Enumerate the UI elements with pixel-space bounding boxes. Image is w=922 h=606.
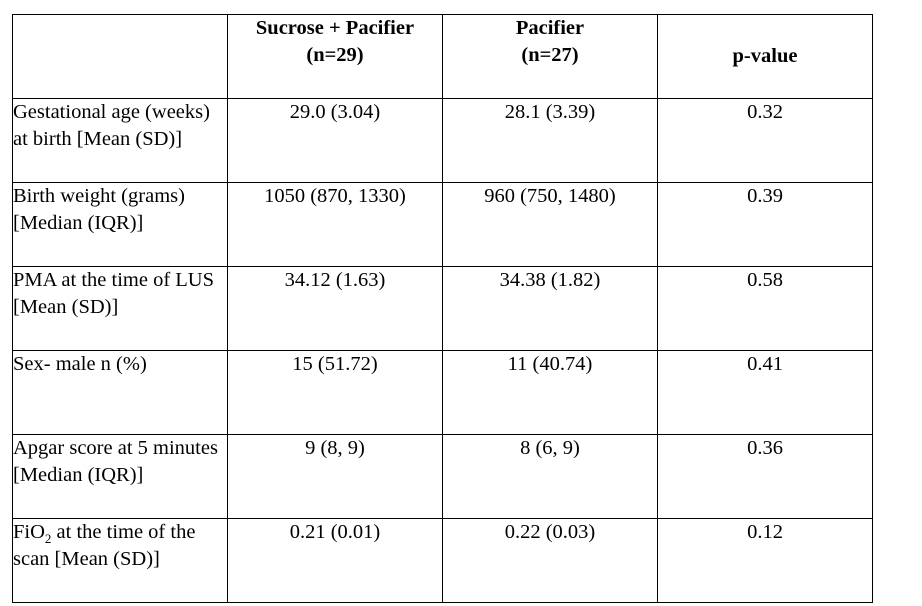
cell-pacifier: 34.38 (1.82) — [442, 266, 658, 351]
cell-pacifier: 8 (6, 9) — [442, 434, 658, 519]
fio2-prefix: FiO — [13, 521, 45, 543]
header-pacifier-title: Pacifier — [515, 17, 585, 39]
header-sucrose-pacifier-n: (n=29) — [306, 44, 364, 66]
cell-sucrose-pacifier: 9 (8, 9) — [227, 434, 443, 519]
fio2-subscript: 2 — [44, 531, 52, 547]
demographics-table: Sucrose + Pacifier (n=29) Pacifier (n=27… — [12, 14, 873, 603]
table-row: Gestational age (weeks) at birth [Mean (… — [12, 98, 873, 183]
header-sucrose-pacifier-title: Sucrose + Pacifier — [255, 17, 415, 39]
cell-pacifier: 28.1 (3.39) — [442, 98, 658, 183]
cell-p-value: 0.39 — [657, 182, 873, 267]
cell-sucrose-pacifier: 29.0 (3.04) — [227, 98, 443, 183]
cell-p-value: 0.41 — [657, 350, 873, 435]
header-p-value: p-value — [657, 14, 873, 99]
row-label-pma: PMA at the time of LUS [Mean (SD)] — [12, 266, 228, 351]
cell-p-value: 0.12 — [657, 518, 873, 603]
row-label-sex: Sex- male n (%) — [12, 350, 228, 435]
cell-sucrose-pacifier: 0.21 (0.01) — [227, 518, 443, 603]
cell-p-value: 0.58 — [657, 266, 873, 351]
header-p-value-title: p-value — [732, 45, 798, 67]
cell-sucrose-pacifier: 15 (51.72) — [227, 350, 443, 435]
cell-pacifier: 0.22 (0.03) — [442, 518, 658, 603]
row-label-fio2: FiO2 at the time of the scan [Mean (SD)] — [12, 518, 228, 603]
row-label-gestational-age: Gestational age (weeks) at birth [Mean (… — [12, 98, 228, 183]
table-row: FiO2 at the time of the scan [Mean (SD)]… — [12, 518, 873, 603]
row-label-birth-weight: Birth weight (grams) [Median (IQR)] — [12, 182, 228, 267]
cell-pacifier: 960 (750, 1480) — [442, 182, 658, 267]
header-pacifier: Pacifier (n=27) — [442, 14, 658, 99]
header-empty-cell — [12, 14, 228, 99]
table-row: Sex- male n (%) 15 (51.72) 11 (40.74) 0.… — [12, 350, 873, 435]
table-row: PMA at the time of LUS [Mean (SD)] 34.12… — [12, 266, 873, 351]
table-row: Birth weight (grams) [Median (IQR)] 1050… — [12, 182, 873, 267]
cell-sucrose-pacifier: 34.12 (1.63) — [227, 266, 443, 351]
header-sucrose-pacifier: Sucrose + Pacifier (n=29) — [227, 14, 443, 99]
header-pacifier-n: (n=27) — [521, 44, 579, 66]
cell-p-value: 0.36 — [657, 434, 873, 519]
cell-sucrose-pacifier: 1050 (870, 1330) — [227, 182, 443, 267]
table-row: Apgar score at 5 minutes [Median (IQR)] … — [12, 434, 873, 519]
cell-pacifier: 11 (40.74) — [442, 350, 658, 435]
cell-p-value: 0.32 — [657, 98, 873, 183]
header-row: Sucrose + Pacifier (n=29) Pacifier (n=27… — [12, 14, 873, 99]
fio2-suffix: at the time of the scan [Mean (SD)] — [13, 521, 196, 570]
row-label-apgar: Apgar score at 5 minutes [Median (IQR)] — [12, 434, 228, 519]
